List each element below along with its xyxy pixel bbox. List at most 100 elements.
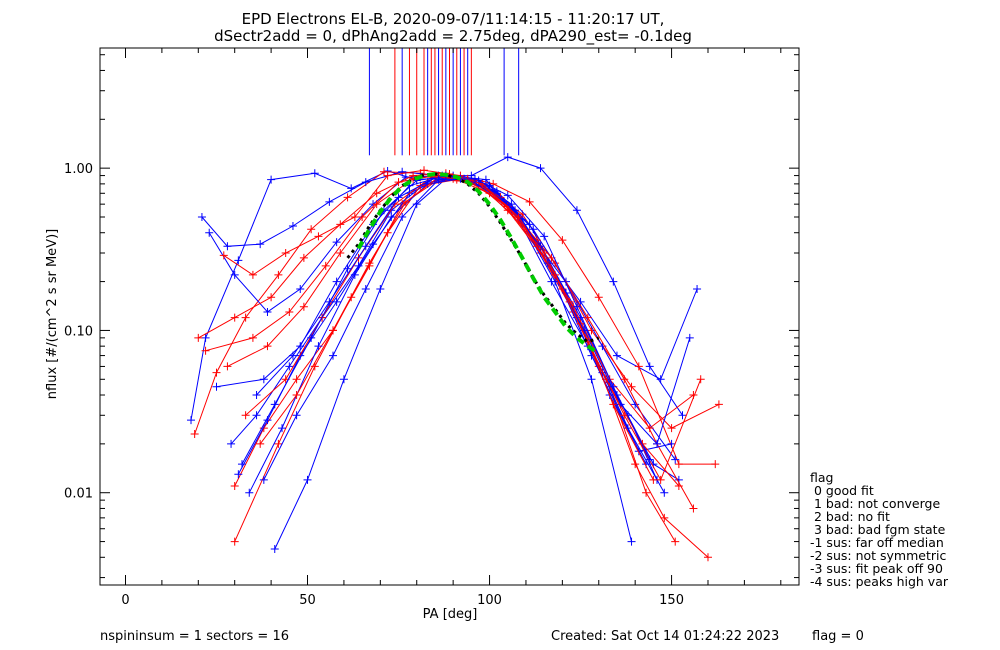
data-point xyxy=(696,375,705,384)
data-point xyxy=(387,213,396,222)
x-tick-label: 150 xyxy=(659,593,684,608)
data-point xyxy=(281,249,290,258)
data-point xyxy=(653,439,662,448)
data-point xyxy=(587,375,596,384)
data-point xyxy=(481,175,490,184)
data-point xyxy=(489,179,498,188)
vertical-lines-group xyxy=(368,48,520,156)
data-point xyxy=(525,197,534,206)
legend-entry: 0 good fit xyxy=(810,483,874,498)
data-point xyxy=(551,270,560,279)
data-point xyxy=(285,362,294,371)
data-point xyxy=(259,375,268,384)
data-point xyxy=(274,439,283,448)
data-point xyxy=(645,424,654,433)
data-point xyxy=(223,362,232,371)
data-point xyxy=(361,285,370,294)
y-tick-label: 1.00 xyxy=(64,162,93,177)
legend-entry: 2 bad: no fit xyxy=(810,509,890,524)
data-point xyxy=(693,285,702,294)
data-point xyxy=(572,302,581,311)
x-tick-label: 0 xyxy=(121,593,129,608)
data-point xyxy=(278,424,287,433)
data-point xyxy=(252,411,261,420)
data-point xyxy=(212,382,221,391)
data-point xyxy=(219,251,228,260)
data-point xyxy=(336,249,345,258)
data-point xyxy=(361,242,370,251)
data-point xyxy=(503,153,512,162)
chart-title-line2: dSectr2add = 0, dPhAng2add = 2.75deg, dP… xyxy=(214,27,692,46)
data-point xyxy=(332,277,341,286)
data-point xyxy=(714,400,723,409)
data-point xyxy=(609,400,618,409)
data-point xyxy=(631,460,640,469)
data-point xyxy=(703,553,712,562)
data-point xyxy=(711,460,720,469)
data-point xyxy=(660,513,669,522)
data-point xyxy=(274,270,283,279)
data-point xyxy=(288,222,297,231)
data-point xyxy=(230,482,239,491)
data-point xyxy=(434,175,443,184)
data-point xyxy=(325,297,334,306)
legend-entry: -1 sus: far off median xyxy=(810,535,944,550)
data-point xyxy=(267,293,276,302)
legend-entry: 3 bad: bad fgm state xyxy=(810,522,946,537)
data-point xyxy=(379,167,388,176)
data-point xyxy=(248,333,257,342)
data-point xyxy=(642,488,651,497)
data-point xyxy=(660,488,669,497)
data-point xyxy=(329,351,337,360)
data-point xyxy=(609,277,618,286)
y-tick-label: 0.01 xyxy=(64,487,93,502)
data-point xyxy=(401,173,410,182)
data-point xyxy=(536,164,545,173)
data-point xyxy=(263,342,272,351)
data-point xyxy=(201,333,210,342)
data-point xyxy=(649,475,658,484)
data-point xyxy=(674,460,683,469)
data-point xyxy=(230,270,239,279)
data-point xyxy=(259,424,268,433)
data-point xyxy=(307,333,316,342)
data-point xyxy=(350,270,359,279)
data-point xyxy=(329,326,337,335)
data-point xyxy=(310,169,319,178)
data-point xyxy=(296,285,305,294)
data-point xyxy=(365,259,374,268)
data-point xyxy=(612,351,621,360)
legend-entry: -3 sus: fit peak off 90 xyxy=(810,561,943,576)
x-axis-label: PA [deg] xyxy=(423,607,478,622)
data-point xyxy=(256,439,265,448)
data-point xyxy=(197,213,206,222)
data-point xyxy=(689,504,698,513)
data-point xyxy=(580,326,589,335)
data-point xyxy=(503,191,512,200)
data-point xyxy=(332,238,341,247)
data-point xyxy=(627,537,636,546)
data-point xyxy=(267,175,276,184)
data-point xyxy=(678,411,687,420)
data-point xyxy=(336,220,345,229)
data-point xyxy=(285,307,294,316)
plot-frame xyxy=(99,47,800,586)
footer-middle: Created: Sat Oct 14 01:24:22 2023 xyxy=(551,629,779,644)
data-point xyxy=(339,375,348,384)
legend-entry: -4 sus: peaks high var xyxy=(810,574,949,589)
data-point xyxy=(667,424,676,433)
data-point xyxy=(671,455,680,464)
data-point xyxy=(241,313,250,322)
data-point xyxy=(583,337,592,346)
data-point xyxy=(656,475,665,484)
data-point xyxy=(223,242,232,251)
data-point xyxy=(398,213,407,222)
data-point xyxy=(248,270,257,279)
fit-curve-green xyxy=(356,171,597,353)
data-point xyxy=(398,167,407,176)
data-point xyxy=(234,470,243,479)
data-point xyxy=(634,362,643,371)
data-point xyxy=(383,171,392,180)
legend: 0 good fit 1 bad: not converge 2 bad: no… xyxy=(810,483,949,589)
